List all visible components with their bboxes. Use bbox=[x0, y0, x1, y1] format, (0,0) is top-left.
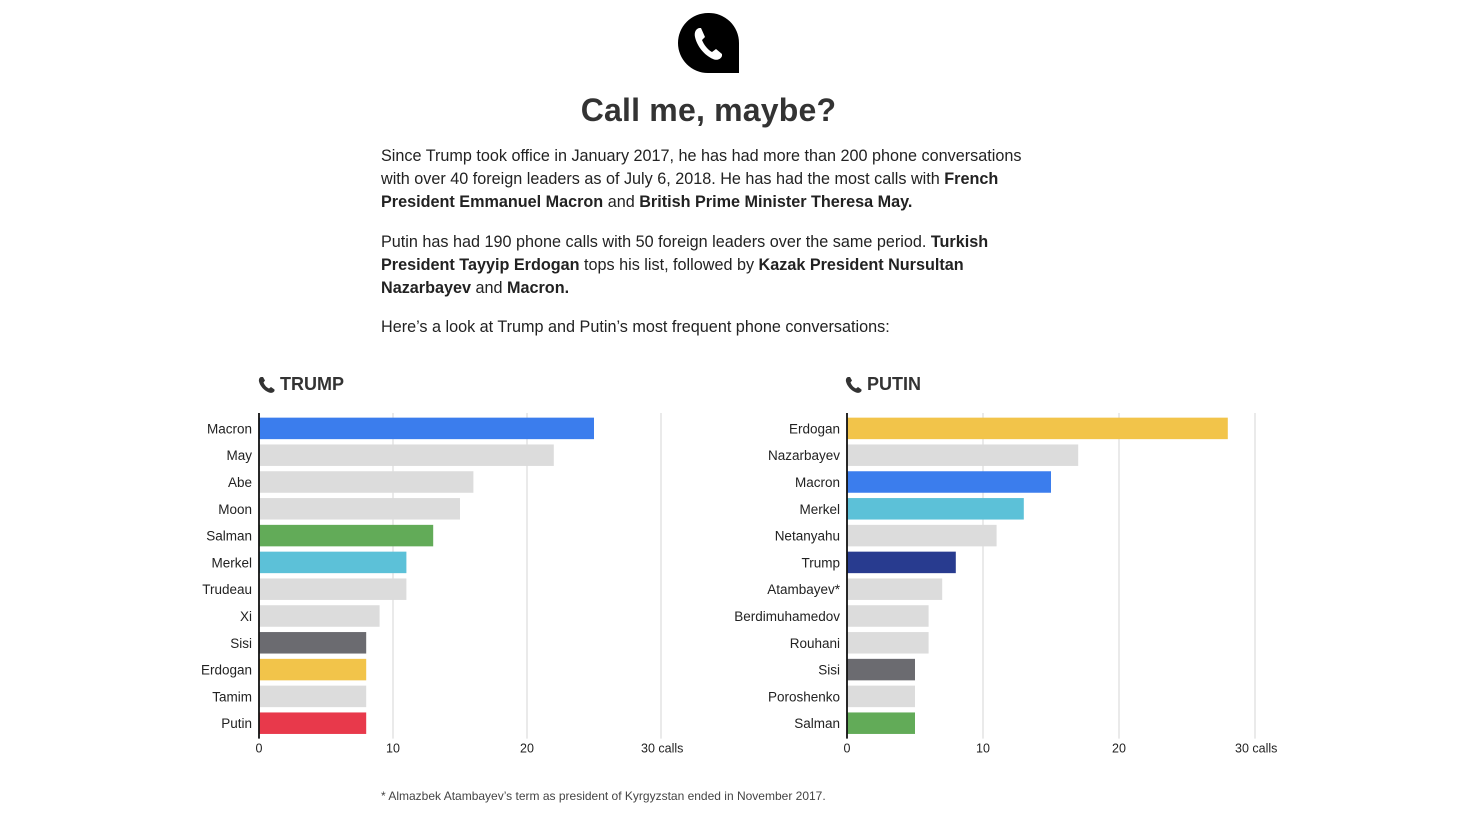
trump-bar bbox=[259, 524, 434, 547]
intro-highlight: Macron. bbox=[507, 279, 570, 298]
putin-category-label: Netanyahu bbox=[775, 529, 840, 544]
putin-bar bbox=[847, 578, 943, 600]
putin-bar bbox=[847, 417, 1228, 440]
page-title: Call me, maybe? bbox=[580, 92, 837, 128]
putin-bar bbox=[847, 444, 1079, 466]
putin-tick-label: 0 bbox=[844, 742, 851, 756]
phone-icon bbox=[845, 376, 862, 393]
intro-highlight: Turkish President Tayyip Erdogan bbox=[381, 232, 989, 274]
trump-category-label: Macron bbox=[207, 421, 252, 436]
trump-tick-label: 30 calls bbox=[641, 742, 683, 756]
trump-bar bbox=[259, 712, 367, 734]
putin-category-label: Macron bbox=[795, 475, 840, 490]
putin-bar bbox=[847, 685, 915, 708]
trump-category-label: Trudeau bbox=[202, 582, 252, 597]
footnote: * Almazbek Atambayev’s term as president… bbox=[381, 789, 826, 803]
trump-category-label: Sisi bbox=[230, 636, 252, 651]
intro-text-run: Since Trump took office in January 2017,… bbox=[381, 147, 1022, 189]
putin-category-label: Salman bbox=[794, 716, 840, 731]
intro-text: Since Trump took office in January 2017,… bbox=[381, 145, 1031, 355]
putin-category-label: Atambayev* bbox=[767, 582, 841, 597]
trump-category-label: Erdogan bbox=[201, 663, 252, 678]
intro-text-run: and bbox=[603, 193, 640, 212]
trump-category-label: Tamim bbox=[212, 689, 252, 704]
trump-bar bbox=[259, 417, 594, 440]
trump-bar-chart: 0 10 20 30 calls Macron May Abe Moon Salman Merke… bbox=[201, 413, 683, 756]
trump-bar bbox=[259, 658, 367, 681]
putin-bar bbox=[847, 658, 915, 681]
putin-chart-title-text: PUTIN bbox=[867, 374, 921, 394]
putin-category-label: Berdimuhamedov bbox=[734, 609, 840, 624]
putin-bar bbox=[847, 712, 915, 734]
putin-bar bbox=[847, 471, 1051, 493]
putin-tick-label: 30 calls bbox=[1235, 742, 1277, 756]
putin-bar bbox=[847, 498, 1024, 520]
trump-chart-title: TRUMP bbox=[258, 374, 344, 395]
trump-category-label: Abe bbox=[228, 475, 252, 490]
intro-text-run: tops his list, followed by bbox=[579, 255, 759, 274]
intro-text-run: Putin has had 190 phone calls with 50 fo… bbox=[381, 232, 931, 251]
trump-category-label: Salman bbox=[206, 529, 252, 544]
phone-logo-icon bbox=[678, 12, 739, 74]
putin-category-label: Nazarbayev bbox=[768, 448, 840, 463]
trump-bar bbox=[259, 685, 367, 708]
trump-category-label: Xi bbox=[240, 609, 252, 624]
putin-tick-label: 20 bbox=[1112, 742, 1126, 756]
trump-tick-label: 10 bbox=[386, 742, 400, 756]
trump-tick-label: 0 bbox=[256, 742, 263, 756]
trump-tick-label: 20 bbox=[520, 742, 534, 756]
intro-highlight: French President Emmanuel Macron bbox=[381, 170, 999, 212]
intro-text-run: Here’s a look at Trump and Putin’s most … bbox=[381, 318, 890, 337]
intro-text-run: and bbox=[471, 279, 508, 298]
trump-bar bbox=[259, 498, 460, 520]
trump-category-label: Moon bbox=[218, 502, 252, 517]
intro-paragraph-2: Putin has had 190 phone calls with 50 fo… bbox=[381, 231, 1031, 301]
intro-paragraph-1: Since Trump took office in January 2017,… bbox=[381, 145, 1031, 215]
phone-icon bbox=[258, 376, 275, 393]
trump-bar bbox=[259, 578, 407, 600]
trump-bar bbox=[259, 632, 367, 654]
trump-bar bbox=[259, 471, 474, 493]
putin-bar-chart: 0 10 20 30 calls Erdogan Nazarbayev Macron Merk… bbox=[734, 413, 1277, 756]
putin-category-label: Erdogan bbox=[789, 421, 840, 436]
putin-bar bbox=[847, 605, 929, 627]
putin-category-label: Trump bbox=[801, 555, 840, 570]
intro-highlight: British Prime Minister Theresa May. bbox=[639, 193, 913, 212]
putin-chart-title: PUTIN bbox=[845, 374, 921, 395]
putin-category-label: Rouhani bbox=[790, 636, 840, 651]
putin-category-label: Poroshenko bbox=[768, 689, 840, 704]
trump-chart-title-text: TRUMP bbox=[280, 374, 344, 394]
putin-bar bbox=[847, 551, 956, 574]
trump-category-label: Putin bbox=[221, 716, 252, 731]
intro-paragraph-3: Here’s a look at Trump and Putin’s most … bbox=[381, 316, 1031, 339]
trump-bar bbox=[259, 444, 554, 466]
trump-category-label: Merkel bbox=[211, 555, 252, 570]
putin-bar bbox=[847, 524, 997, 547]
trump-bar bbox=[259, 605, 380, 627]
putin-category-label: Merkel bbox=[799, 502, 840, 517]
putin-category-label: Sisi bbox=[818, 663, 840, 678]
trump-bar bbox=[259, 551, 407, 574]
trump-category-label: May bbox=[226, 448, 252, 463]
putin-bar bbox=[847, 632, 929, 654]
intro-highlight: Kazak President Nursultan Nazarbayev bbox=[381, 255, 964, 298]
putin-tick-label: 10 bbox=[976, 742, 990, 756]
